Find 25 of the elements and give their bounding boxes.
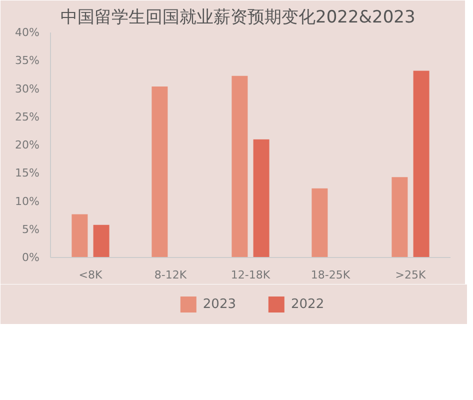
bar bbox=[93, 224, 110, 258]
y-tick-label: 35% bbox=[15, 54, 40, 68]
bar bbox=[392, 177, 408, 258]
x-tick-label: 8-12K bbox=[154, 268, 188, 282]
y-tick-label: 40% bbox=[15, 26, 40, 39]
bar bbox=[312, 188, 328, 258]
chart-title: 中国留学生回国就业薪资预期变化2022&2023 bbox=[60, 8, 416, 28]
y-tick-label: 25% bbox=[15, 110, 40, 124]
legend-label: 2023 bbox=[202, 296, 236, 312]
y-tick-label: 10% bbox=[15, 194, 40, 208]
y-tick-label: 20% bbox=[15, 138, 40, 152]
x-tick-label: <8K bbox=[78, 268, 103, 282]
x-tick-label: 18-25K bbox=[310, 268, 351, 282]
y-tick-label: 0% bbox=[22, 251, 40, 264]
bar bbox=[413, 70, 430, 258]
bar bbox=[253, 139, 270, 258]
x-tick-label: 12-18K bbox=[230, 268, 271, 282]
legend-label: 2022 bbox=[291, 296, 324, 312]
x-tick-label: >25K bbox=[395, 268, 426, 282]
y-tick-label: 5% bbox=[22, 222, 40, 236]
bar bbox=[152, 86, 168, 258]
bar bbox=[232, 76, 248, 258]
y-tick-label: 30% bbox=[15, 82, 40, 96]
bar bbox=[72, 214, 88, 258]
y-tick-label: 15% bbox=[15, 166, 40, 180]
